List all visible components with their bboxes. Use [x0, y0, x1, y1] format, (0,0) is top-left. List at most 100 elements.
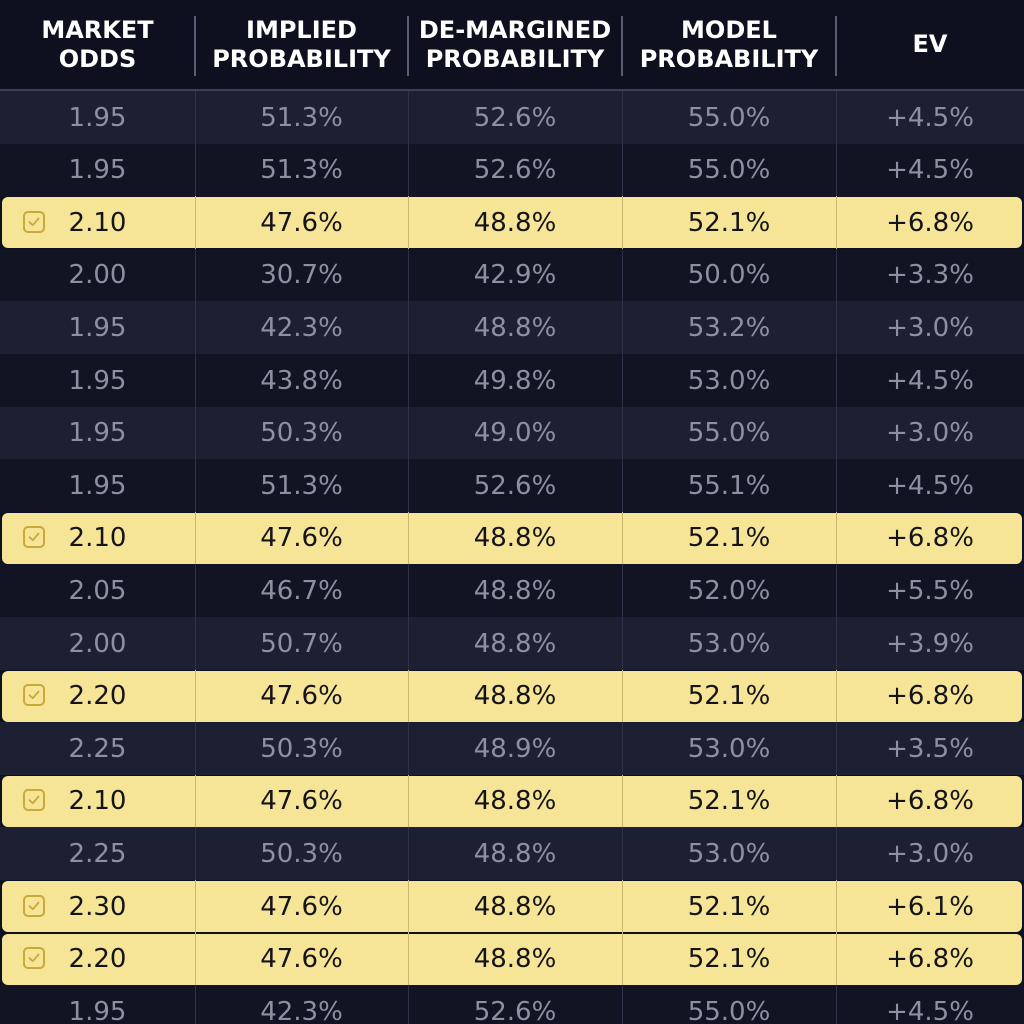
cell-implied-probability: 47.6%	[260, 523, 343, 554]
cell-market-odds: 2.10	[68, 786, 127, 817]
cell-market-odds: 2.25	[68, 838, 127, 869]
cell-model-probability: 52.1%	[687, 786, 771, 817]
table-row-selected[interactable]: 2.10 47.6% 48.8% 52.1% +6.8%	[0, 511, 1024, 565]
cell-divider	[622, 301, 623, 355]
cell-divider	[836, 459, 837, 513]
table-row[interactable]: 2.00 50.7% 48.8% 53.0% +3.9%	[0, 617, 1024, 670]
checkbox-checked-icon[interactable]	[23, 894, 45, 917]
cell-model-probability: 55.1%	[687, 470, 771, 501]
table-row[interactable]: 1.95 42.3% 52.6% 55.0% +4.5%	[0, 985, 1024, 1024]
cell-de-margined-probability: 48.8%	[473, 575, 557, 606]
table-row-selected[interactable]: 2.30 47.6% 48.8% 52.1% +6.1%	[0, 880, 1024, 933]
cell-ev: +4.5%	[886, 155, 974, 186]
column-header-label: DE-MARGINED	[418, 15, 612, 44]
table-row-selected[interactable]: 2.10 47.6% 48.8% 52.1% +6.8%	[0, 774, 1024, 828]
cell-de-margined-probability: 49.0%	[473, 418, 557, 449]
checkbox-checked-icon[interactable]	[23, 684, 45, 707]
cell-divider	[195, 985, 196, 1024]
cell-market-odds: 1.95	[68, 418, 127, 449]
checkbox-checked-icon[interactable]	[23, 210, 45, 233]
cell-ev: +3.0%	[886, 418, 974, 449]
cell-market-odds: 2.25	[68, 733, 127, 764]
cell-implied-probability: 50.3%	[260, 418, 343, 449]
column-header-implied-probability[interactable]: IMPLIED PROBABILITY	[195, 0, 408, 89]
cell-de-margined-probability: 48.8%	[473, 786, 557, 817]
cell-divider	[408, 459, 409, 513]
cell-ev: +6.8%	[886, 523, 974, 554]
cell-divider	[836, 511, 837, 565]
table-row[interactable]: 2.25 50.3% 48.9% 53.0% +3.5%	[0, 722, 1024, 776]
checkbox-checked-icon[interactable]	[23, 789, 45, 812]
cell-divider	[408, 196, 409, 250]
cell-model-probability: 55.0%	[687, 102, 771, 133]
cell-divider	[408, 354, 409, 407]
row-highlight	[2, 197, 1022, 249]
table-row-selected[interactable]: 2.10 47.6% 48.8% 52.1% +6.8%	[0, 196, 1024, 250]
table-row[interactable]: 1.95 51.3% 52.6% 55.0% +4.5%	[0, 91, 1024, 144]
cell-model-probability: 55.0%	[687, 418, 771, 449]
table-row-selected[interactable]: 2.20 47.6% 48.8% 52.1% +6.8%	[0, 669, 1024, 723]
column-header-label: MARKET	[41, 15, 154, 44]
checkbox-checked-icon[interactable]	[23, 526, 45, 549]
cell-divider	[836, 354, 837, 407]
cell-de-margined-probability: 48.8%	[473, 207, 557, 238]
column-header-de-margined-probability[interactable]: DE-MARGINED PROBABILITY	[408, 0, 622, 89]
cell-divider	[836, 985, 837, 1024]
column-header-ev[interactable]: EV	[836, 0, 1024, 89]
cell-divider	[408, 774, 409, 828]
cell-divider	[195, 406, 196, 460]
cell-ev: +3.0%	[886, 838, 974, 869]
column-header-model-probability[interactable]: MODEL PROBABILITY	[622, 0, 836, 89]
cell-market-odds: 2.00	[68, 260, 127, 291]
cell-divider	[195, 248, 196, 302]
cell-divider	[408, 880, 409, 933]
cell-implied-probability: 43.8%	[260, 365, 343, 396]
cell-market-odds: 2.05	[68, 575, 127, 606]
column-header-market-odds[interactable]: MARKET ODDS	[0, 0, 195, 89]
cell-divider	[195, 196, 196, 250]
cell-de-margined-probability: 42.9%	[473, 260, 557, 291]
cell-market-odds: 1.95	[68, 312, 127, 343]
cell-implied-probability: 47.6%	[260, 786, 343, 817]
cell-implied-probability: 47.6%	[260, 207, 343, 238]
cell-market-odds: 2.20	[68, 681, 127, 712]
cell-divider	[622, 669, 623, 723]
cell-divider	[622, 774, 623, 828]
cell-divider	[836, 564, 837, 618]
cell-ev: +5.5%	[886, 575, 974, 606]
cell-de-margined-probability: 48.8%	[473, 944, 557, 975]
cell-de-margined-probability: 48.8%	[473, 312, 557, 343]
table-row[interactable]: 1.95 50.3% 49.0% 55.0% +3.0%	[0, 406, 1024, 460]
cell-divider	[408, 91, 409, 144]
table-row-selected[interactable]: 2.20 47.6% 48.8% 52.1% +6.8%	[0, 932, 1024, 986]
cell-divider	[408, 617, 409, 670]
cell-divider	[622, 932, 623, 986]
cell-divider	[622, 248, 623, 302]
row-highlight	[2, 881, 1022, 932]
cell-implied-probability: 50.7%	[260, 628, 343, 659]
cell-model-probability: 53.0%	[687, 365, 771, 396]
cell-divider	[622, 985, 623, 1024]
cell-ev: +6.8%	[886, 786, 974, 817]
cell-divider	[408, 669, 409, 723]
cell-implied-probability: 42.3%	[260, 996, 343, 1024]
table-row[interactable]: 2.25 50.3% 48.8% 53.0% +3.0%	[0, 827, 1024, 881]
table-row[interactable]: 1.95 43.8% 49.8% 53.0% +4.5%	[0, 354, 1024, 407]
table-row[interactable]: 2.00 30.7% 42.9% 50.0% +3.3%	[0, 248, 1024, 302]
column-header-label: PROBABILITY	[425, 44, 605, 73]
table-row[interactable]: 1.95 42.3% 48.8% 53.2% +3.0%	[0, 301, 1024, 355]
cell-model-probability: 53.0%	[687, 628, 771, 659]
cell-divider	[836, 722, 837, 776]
table-row[interactable]: 1.95 51.3% 52.6% 55.1% +4.5%	[0, 459, 1024, 513]
cell-divider	[408, 722, 409, 776]
cell-model-probability: 52.1%	[687, 944, 771, 975]
table-row[interactable]: 2.05 46.7% 48.8% 52.0% +5.5%	[0, 564, 1024, 618]
column-header-label: PROBABILITY	[639, 44, 819, 73]
checkbox-checked-icon[interactable]	[23, 947, 45, 970]
cell-divider	[836, 880, 837, 933]
cell-model-probability: 55.0%	[687, 996, 771, 1024]
cell-model-probability: 53.0%	[687, 733, 771, 764]
cell-divider	[408, 985, 409, 1024]
cell-de-margined-probability: 52.6%	[473, 996, 557, 1024]
table-row[interactable]: 1.95 51.3% 52.6% 55.0% +4.5%	[0, 143, 1024, 197]
